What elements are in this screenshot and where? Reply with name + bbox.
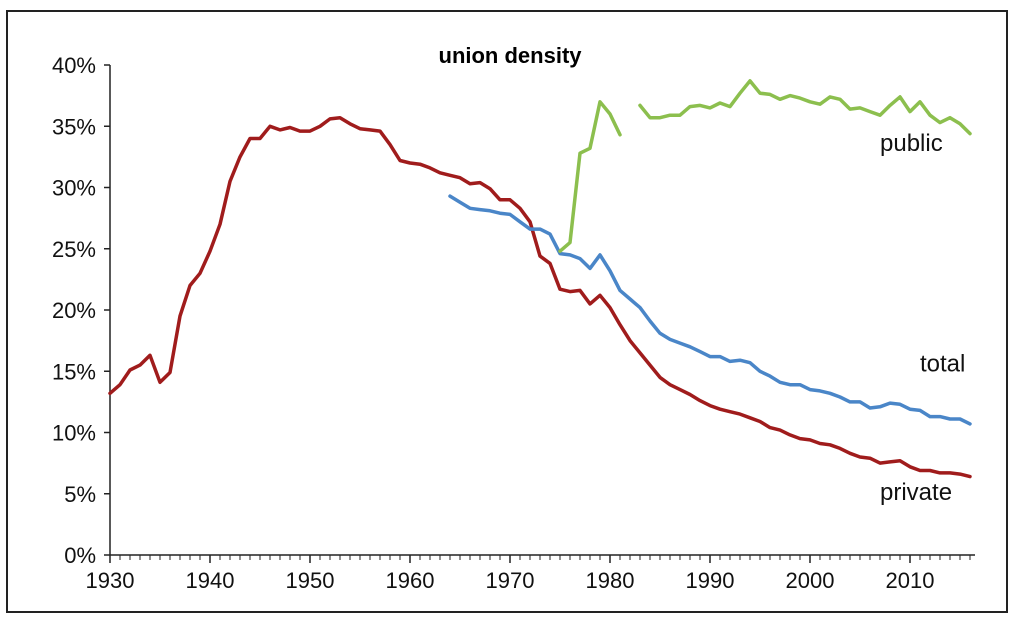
x-tick-label: 2000 [786, 568, 835, 593]
x-tick-label: 1970 [486, 568, 535, 593]
series-line-private [108, 115, 972, 479]
y-tick-label: 15% [52, 359, 96, 384]
y-tick-label: 0% [64, 543, 96, 568]
x-tick-label: 1940 [186, 568, 235, 593]
y-tick-label: 40% [52, 53, 96, 78]
series-label-private: private [880, 479, 952, 506]
x-tick-label: 1990 [686, 568, 735, 593]
series-label-public: public [880, 130, 943, 157]
y-tick-label: 20% [52, 298, 96, 323]
y-tick-label: 35% [52, 114, 96, 139]
y-tick-label: 30% [52, 176, 96, 201]
chart-title: union density [439, 43, 583, 68]
axes: 0% 5% 10% 15% 20% 25% 30% 35% 40% 1930 1940 1950 196… [52, 53, 975, 593]
y-tick-label: 25% [52, 237, 96, 262]
series-labels: private total public [880, 130, 965, 506]
y-tick-label: 5% [64, 482, 96, 507]
x-tick-label: 2010 [886, 568, 935, 593]
series-line-public-2 [638, 79, 972, 136]
x-tick-label: 1980 [586, 568, 635, 593]
x-tick-label: 1950 [286, 568, 335, 593]
chart-frame [6, 10, 1008, 613]
series-line-public-1 [558, 100, 622, 253]
series-label-total: total [920, 350, 965, 377]
y-tick-label: 10% [52, 421, 96, 446]
x-tick-label: 1930 [86, 568, 135, 593]
series-layer [108, 79, 972, 479]
x-tick-label: 1960 [386, 568, 435, 593]
series-line-total [448, 194, 972, 426]
